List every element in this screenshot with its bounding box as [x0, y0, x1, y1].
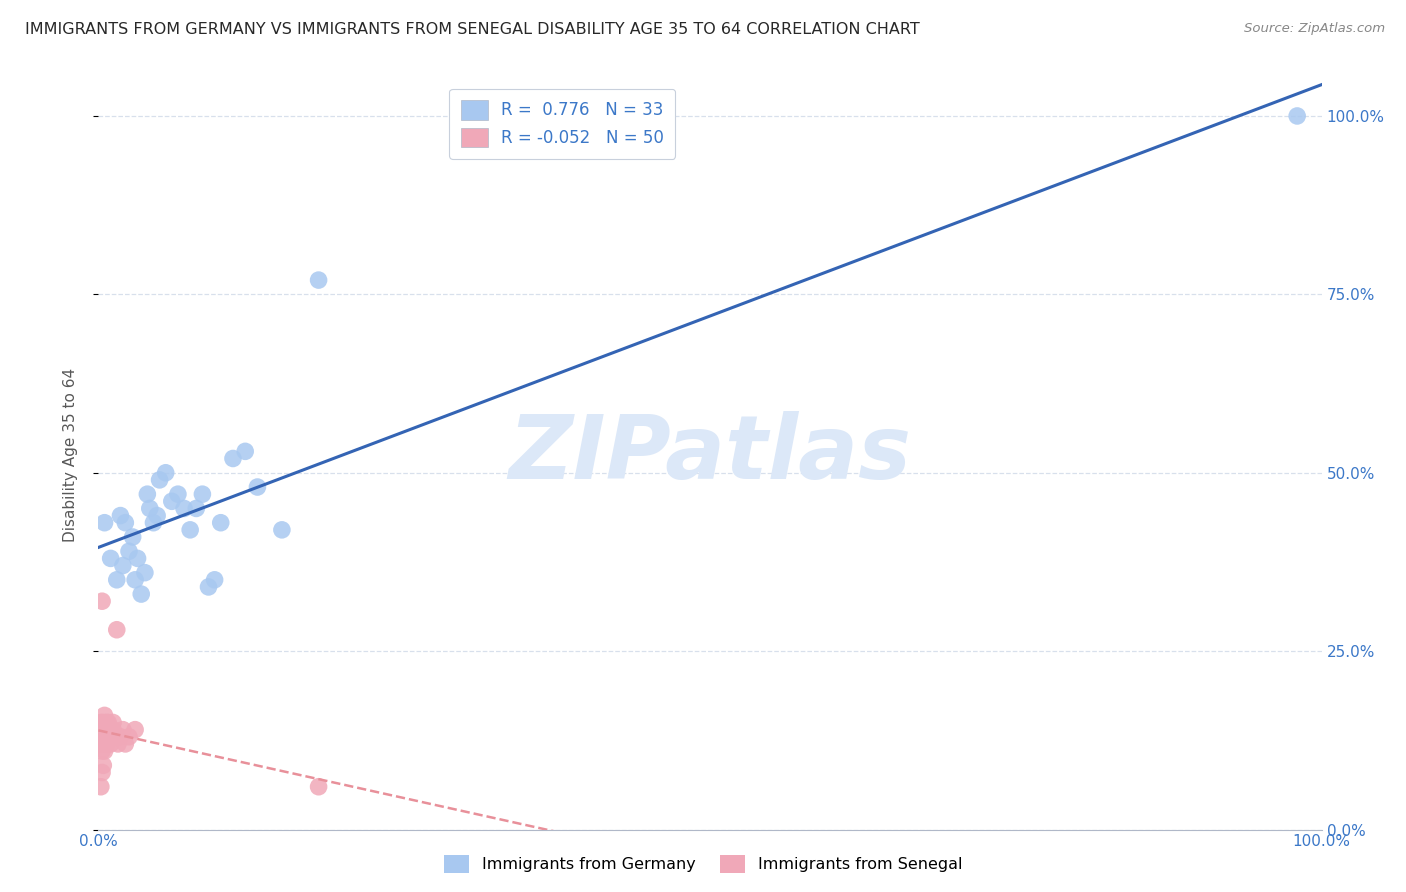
Point: [93, 730, 115, 744]
Point: [101, 723, 124, 737]
Point: [167, 487, 190, 501]
Point: [96, 737, 118, 751]
Point: [97, 730, 120, 744]
Point: [91, 594, 114, 608]
Point: [98, 730, 121, 744]
Point: [105, 573, 128, 587]
Point: [111, 558, 134, 573]
Point: [91, 730, 114, 744]
Point: [127, 551, 149, 566]
Point: [93, 516, 115, 530]
Point: [222, 451, 245, 466]
Text: ZIPatlas: ZIPatlas: [509, 411, 911, 499]
Point: [91, 723, 114, 737]
Point: [114, 737, 136, 751]
Y-axis label: Disability Age 35 to 64: Disability Age 35 to 64: [63, 368, 77, 542]
Point: [93, 715, 115, 730]
Point: [96, 715, 118, 730]
Point: [94, 730, 117, 744]
Text: Source: ZipAtlas.com: Source: ZipAtlas.com: [1244, 22, 1385, 36]
Point: [91, 730, 114, 744]
Point: [134, 566, 156, 580]
Point: [308, 273, 330, 287]
Point: [118, 730, 141, 744]
Point: [1286, 109, 1309, 123]
Point: [91, 765, 114, 780]
Point: [93, 737, 115, 751]
Point: [105, 623, 128, 637]
Point: [98, 723, 121, 737]
Point: [90, 737, 112, 751]
Point: [111, 723, 134, 737]
Point: [149, 473, 172, 487]
Point: [173, 501, 195, 516]
Point: [89, 737, 111, 751]
Point: [209, 516, 232, 530]
Point: [91, 744, 114, 758]
Point: [100, 737, 122, 751]
Point: [179, 523, 201, 537]
Point: [101, 715, 124, 730]
Point: [90, 780, 112, 794]
Point: [129, 587, 152, 601]
Point: [93, 744, 115, 758]
Point: [110, 508, 132, 523]
Point: [146, 508, 169, 523]
Point: [89, 730, 111, 744]
Point: [93, 723, 115, 737]
Point: [100, 551, 122, 566]
Point: [191, 487, 214, 501]
Point: [197, 580, 219, 594]
Point: [89, 723, 111, 737]
Point: [204, 573, 226, 587]
Legend: Immigrants from Germany, Immigrants from Senegal: Immigrants from Germany, Immigrants from…: [437, 848, 969, 880]
Point: [90, 723, 112, 737]
Point: [97, 723, 120, 737]
Point: [186, 501, 208, 516]
Point: [94, 737, 117, 751]
Point: [91, 737, 114, 751]
Point: [100, 723, 122, 737]
Point: [90, 730, 112, 744]
Point: [103, 730, 125, 744]
Point: [118, 544, 141, 558]
Point: [246, 480, 269, 494]
Point: [101, 730, 124, 744]
Point: [91, 715, 114, 730]
Point: [160, 494, 183, 508]
Point: [90, 715, 112, 730]
Point: [91, 737, 114, 751]
Point: [270, 523, 294, 537]
Point: [94, 723, 117, 737]
Point: [91, 758, 114, 772]
Point: [136, 487, 159, 501]
Point: [93, 708, 115, 723]
Point: [233, 444, 256, 458]
Point: [124, 723, 146, 737]
Point: [110, 730, 132, 744]
Point: [114, 516, 136, 530]
Point: [121, 530, 143, 544]
Point: [107, 737, 129, 751]
Point: [155, 466, 177, 480]
Point: [91, 723, 114, 737]
Point: [142, 516, 165, 530]
Legend: R =  0.776   N = 33, R = -0.052   N = 50: R = 0.776 N = 33, R = -0.052 N = 50: [450, 88, 675, 159]
Point: [97, 715, 120, 730]
Point: [139, 501, 162, 516]
Point: [124, 573, 146, 587]
Point: [308, 780, 330, 794]
Text: IMMIGRANTS FROM GERMANY VS IMMIGRANTS FROM SENEGAL DISABILITY AGE 35 TO 64 CORRE: IMMIGRANTS FROM GERMANY VS IMMIGRANTS FR…: [25, 22, 920, 37]
Point: [96, 730, 118, 744]
